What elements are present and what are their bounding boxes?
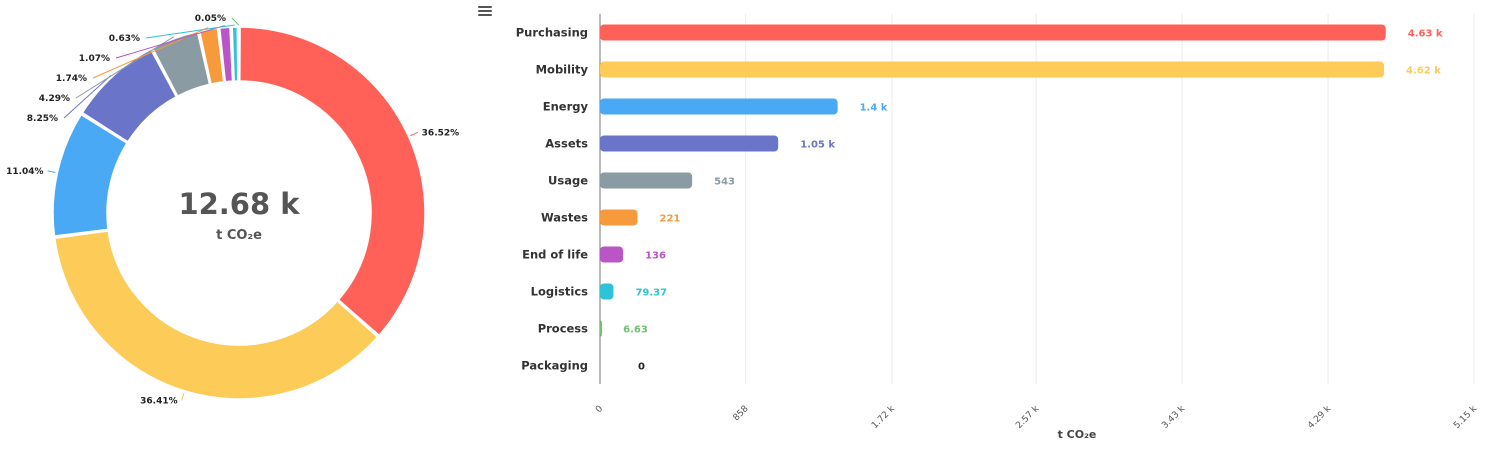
x-tick-label: 3.43 k [1160,404,1188,432]
leader-line-end-of-life [115,25,225,59]
donut-percent-label-assets: 8.25% [27,114,58,124]
donut-center-unit: t CO₂e [216,228,262,243]
value-label-purchasing: 4.63 k [1408,29,1443,40]
category-label-logistics: Logistics [531,285,589,299]
bar-end-of-life[interactable] [600,246,624,263]
donut-percent-label-mobility: 36.41% [140,396,178,406]
x-axis-title: t CO₂e [1058,428,1097,441]
donut-slice-purchasing[interactable] [239,26,426,337]
donut-slice-logistics[interactable] [231,26,239,82]
donut-slice-process[interactable] [237,26,240,82]
x-tick-label: 0 [594,404,605,415]
value-label-mobility: 4.62 k [1406,66,1441,77]
donut-chart: 36.52% 36.41% 11.04% 8.25% 4.29% 1.74% 1.07% 0.… [6,14,460,406]
donut-percent-label-energy: 11.04% [6,167,44,177]
category-label-packaging: Packaging [521,359,588,373]
bar-chart: Purchasing Mobility Energy Assets Usage Waste… [516,14,1480,441]
leader-line-usage [75,36,175,99]
leader-line-process [231,17,240,26]
category-label-wastes: Wastes [541,211,588,225]
value-label-usage: 543 [714,177,735,188]
category-label-energy: Energy [543,100,589,114]
x-tick-label: 2.57 k [1014,404,1042,432]
bar-wastes[interactable] [600,209,638,226]
value-label-wastes: 221 [660,214,681,225]
donut-slice-energy[interactable] [52,113,128,237]
donut-slice-wastes[interactable] [198,27,225,85]
category-label-assets: Assets [545,137,588,151]
bar-usage[interactable] [600,172,693,189]
category-label-mobility: Mobility [536,63,589,77]
value-label-process: 6.63 [623,325,648,336]
value-label-energy: 1.4 k [860,103,888,114]
donut-slice-mobility[interactable] [53,230,379,400]
leader-line-logistics [145,24,235,39]
x-tick-label: 1.72 k [870,404,898,432]
category-label-usage: Usage [548,174,588,188]
value-label-assets: 1.05 k [800,140,835,151]
x-tick-label: 858 [732,404,751,423]
bar-purchasing[interactable] [600,24,1386,41]
value-label-end-of-life: 136 [645,251,666,262]
x-tick-label: 4.29 k [1306,404,1334,432]
bar-logistics[interactable] [600,283,614,300]
category-label-end-of-life: End of life [522,248,588,262]
donut-percent-label-end-of-life: 1.07% [79,54,110,64]
category-label-process: Process [538,322,588,336]
bar-process[interactable] [600,320,602,337]
donut-slice-end-of-life[interactable] [218,26,234,83]
bar-assets[interactable] [600,135,779,152]
x-tick-label: 5.15 k [1452,404,1480,432]
bar-energy[interactable] [600,98,838,115]
donut-percent-label-process: 0.05% [195,14,226,24]
donut-percent-label-usage: 4.29% [39,94,70,104]
donut-center-total: 12.68 k [178,187,300,221]
hamburger-menu-icon[interactable] [478,4,492,16]
value-label-logistics: 79.37 [635,288,667,299]
donut-slice-assets[interactable] [81,48,178,143]
donut-percent-label-logistics: 0.63% [109,34,140,44]
value-label-packaging: 0 [638,362,645,373]
leader-line-mobility [181,392,185,401]
leader-line-assets [63,74,112,119]
leader-line-energy [47,170,56,174]
donut-percent-label-purchasing: 36.52% [422,128,460,138]
category-label-purchasing: Purchasing [516,26,588,40]
leader-line-purchasing [410,131,418,137]
donut-percent-label-wastes: 1.74% [56,74,87,84]
bar-mobility[interactable] [600,61,1385,78]
